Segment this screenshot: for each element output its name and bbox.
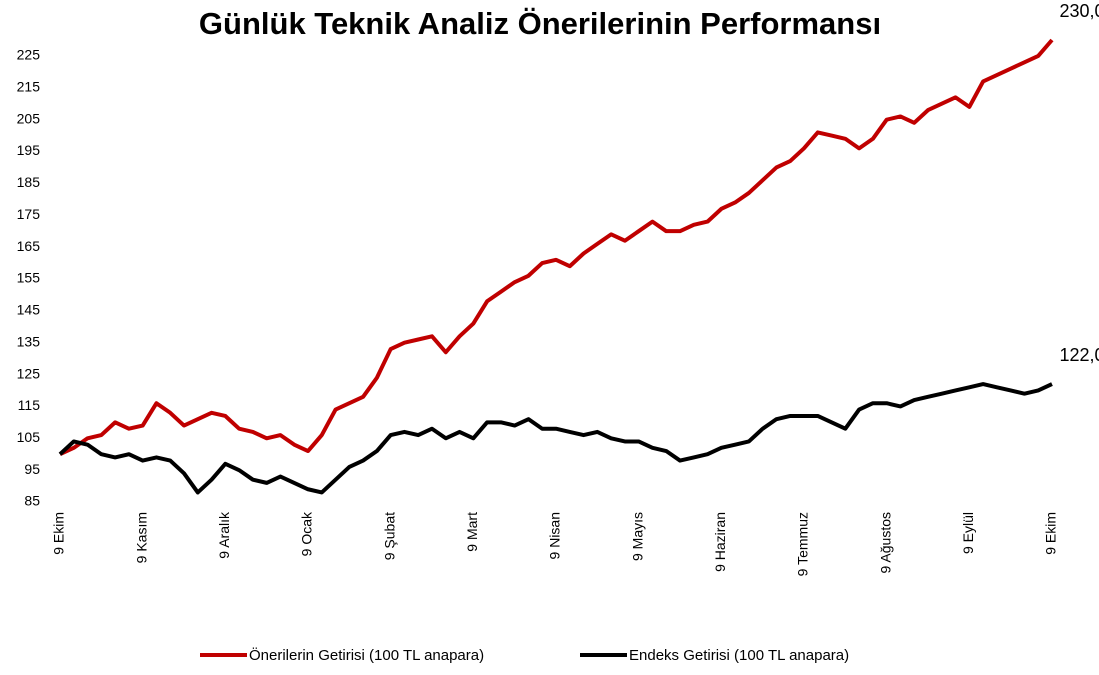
x-tick-label: 9 Kasım (133, 512, 149, 563)
data-label: 230,0 (1059, 1, 1099, 21)
x-tick-label: 9 Nisan (547, 512, 563, 559)
series-line (58, 382, 1053, 495)
x-tick-label: 9 Şubat (381, 512, 397, 560)
x-tick-label: 9 Temmuz (795, 512, 811, 576)
data-label: 122,0 (1059, 345, 1099, 365)
x-tick-label: 9 Eylül (960, 512, 976, 554)
y-tick-label: 165 (17, 238, 41, 254)
x-tick-label: 9 Haziran (712, 512, 728, 572)
y-tick-label: 175 (17, 206, 41, 222)
x-tick-label: 9 Aralık (216, 511, 232, 559)
y-tick-label: 195 (17, 142, 41, 158)
series-line (59, 38, 1054, 457)
x-tick-label: 9 Ocak (299, 511, 315, 556)
y-tick-label: 145 (17, 302, 41, 318)
y-tick-label: 215 (17, 78, 41, 94)
legend-label: Endeks Getirisi (100 TL anapara) (629, 647, 849, 664)
x-tick-label: 9 Ekim (1043, 512, 1059, 555)
y-tick-label: 225 (17, 47, 41, 63)
y-tick-label: 185 (17, 174, 41, 190)
legend-label: Önerilerin Getirisi (100 TL anapara) (249, 646, 484, 664)
y-tick-label: 155 (17, 270, 41, 286)
x-tick-label: 9 Ekim (51, 512, 67, 555)
y-tick-label: 205 (17, 110, 41, 126)
chart-title: Günlük Teknik Analiz Önerilerinin Perfor… (199, 6, 881, 41)
x-tick-label: 9 Mart (464, 512, 480, 552)
x-tick-label: 9 Mayıs (629, 512, 645, 561)
x-tick-label: 9 Ağustos (877, 512, 893, 574)
y-tick-label: 105 (17, 429, 41, 445)
y-tick-label: 125 (17, 365, 41, 381)
y-tick-label: 115 (18, 397, 41, 413)
y-tick-label: 135 (17, 333, 41, 349)
y-tick-label: 85 (24, 493, 40, 509)
y-tick-label: 95 (24, 461, 40, 477)
